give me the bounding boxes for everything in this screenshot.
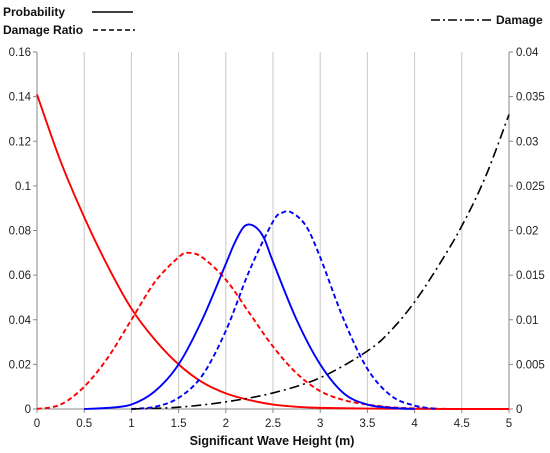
- y-left-tick-label: 0.04: [9, 315, 32, 327]
- probability-curve-blue: [84, 223, 415, 410]
- y-left-tick-label: 0: [25, 404, 31, 416]
- tick-labels: 0 0.5 1 1.5 2 2.5 3 3.5 4 4.5 500.020.040.060.080.…: [9, 47, 545, 430]
- y-right-tick-label: 0: [516, 404, 522, 416]
- legend-damage-ratio-label: Damage Ratio: [3, 23, 83, 37]
- y-left-tick-label: 0.08: [9, 226, 31, 238]
- y-right-tick-label: 0.025: [516, 181, 545, 193]
- y-right-tick-label: 0.03: [516, 136, 538, 148]
- y-right-tick-label: 0.01: [516, 315, 538, 327]
- legend-probability-label: Probability: [3, 5, 65, 19]
- y-right-tick-label: 0.005: [516, 359, 545, 371]
- legend-damage-ratio: Damage Ratio: [3, 23, 135, 37]
- legend-damage-label: Damage: [496, 13, 543, 27]
- y-left-tick-label: 0.1: [15, 181, 31, 193]
- y-right-tick-label: 0.02: [516, 226, 538, 238]
- x-tick-label: 1.5: [171, 418, 187, 430]
- series: [36, 94, 510, 410]
- x-tick-label: 1: [128, 418, 134, 430]
- x-tick-label: 2.5: [265, 418, 281, 430]
- damage-curve: [131, 114, 510, 410]
- y-right-tick-label: 0.015: [516, 270, 545, 282]
- y-right-tick-label: 0.035: [516, 92, 545, 104]
- y-left-tick-label: 0.02: [9, 359, 31, 371]
- probability-curve-red: [36, 94, 509, 410]
- x-tick-label: 0: [34, 418, 40, 430]
- damage-ratio-curve-blue: [131, 210, 439, 410]
- x-tick-label: 3.5: [359, 418, 375, 430]
- legend-damage: Damage: [431, 13, 543, 27]
- y-left-tick-label: 0.06: [9, 270, 31, 282]
- x-tick-label: 4: [411, 418, 418, 430]
- x-tick-label: 4.5: [454, 418, 470, 430]
- x-axis-title: Significant Wave Height (m): [190, 434, 355, 448]
- x-tick-label: 0.5: [76, 418, 92, 430]
- y-left-tick-label: 0.12: [9, 136, 31, 148]
- x-tick-label: 3: [317, 418, 323, 430]
- y-right-tick-label: 0.04: [516, 47, 539, 59]
- x-tick-label: 2: [223, 418, 229, 430]
- legend-probability: Probability: [3, 5, 133, 19]
- x-tick-label: 5: [506, 418, 512, 430]
- y-left-tick-label: 0.16: [9, 47, 31, 59]
- y-left-tick-label: 0.14: [9, 92, 32, 104]
